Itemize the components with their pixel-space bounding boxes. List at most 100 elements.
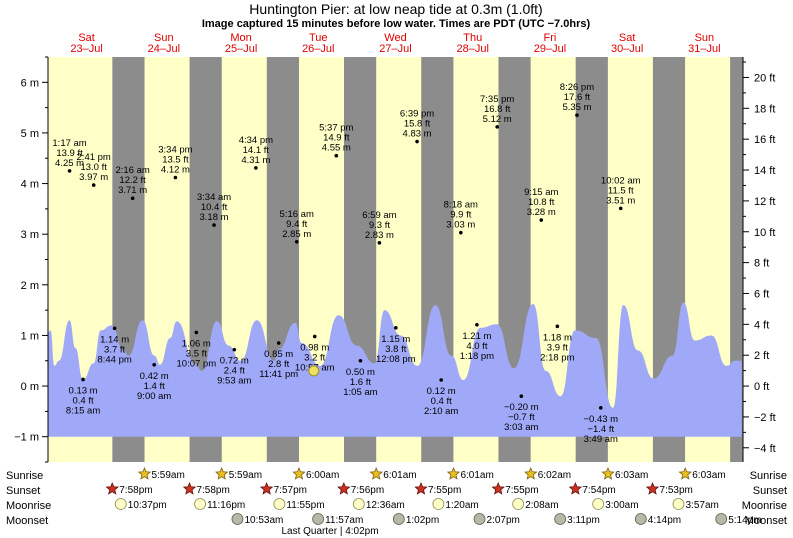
tide-label-line: 2.8 ft [268,359,289,370]
tide-label-line: 17.6 ft [564,92,591,103]
tide-label-line: 2.85 m [282,229,311,240]
tide-point [81,377,85,382]
tide-label-line: 8:44 pm [97,354,131,365]
day-date: 28–Jul [457,43,489,55]
day-date: 27–Jul [379,43,411,55]
left-tick-label: 1 m [21,330,39,342]
moonset-icon [634,513,647,525]
tide-label: 1.21 m4.0 ft1:18 pm [460,331,494,362]
tide-point [415,139,419,144]
tide-label-line: 9:00 am [137,391,171,402]
day-name: Sat [78,32,95,44]
tide-label-line: 0.72 m [220,356,249,367]
tide-label-line: 3.51 m [606,195,635,206]
tide-label-line: 5.12 m [483,114,512,125]
sunrise-time: 6:01am [383,470,416,481]
right-tick-label: 8 ft [754,258,769,270]
tide-label-line: 3.8 ft [385,344,406,355]
tide-point [173,175,178,180]
day-date: 30–Jul [611,43,643,55]
tide-label-line: 1.21 m [462,331,491,342]
tide-label-line: 3.9 ft [547,342,568,353]
chart-subtitle: Image captured 15 minutes before low wat… [202,18,591,30]
tide-label: 0.50 m1.6 ft1:05 am [343,367,377,398]
axes: −1 m 0 m 1 m 2 m 3 m 4 m 5 m 6 m −4 ft −2 ft 0 ft 2… [14,56,776,463]
tide-point [439,378,443,382]
sunrise-icon [215,466,229,480]
tide-label: 6:59 am9.3 ft2.83 m [362,210,396,241]
day-date: 26–Jul [302,43,334,55]
tide-label-line: 2:10 am [424,406,458,417]
row-label-moonset-left: Moonset [6,515,48,527]
tide-point [598,406,603,410]
moonrise-time: 11:55pm [286,500,324,511]
moonrise-time: 3:57am [685,500,718,511]
tide-label-line: −1.4 ft [587,424,614,435]
tide-point [130,196,135,201]
tide-label-line: 4.55 m [322,143,351,154]
sunset-time: 7:54pm [582,485,615,496]
moonset-time: 5:14pm [728,515,761,526]
sunset-time: 7:53pm [660,485,693,496]
tide-label-line: 3.28 m [527,207,556,218]
moonset-icon [554,513,567,525]
day-name: Tue [309,32,328,44]
tide-label-line: −0.7 ft [508,412,535,423]
tide-point [358,358,363,363]
sunset-time: 7:55pm [428,485,461,496]
tide-label-line: 6:39 pm [400,109,434,120]
row-label-moonrise-right: Moonrise [742,500,787,512]
tide-label-line: 1.14 m [100,334,129,345]
sunset-icon [414,481,428,495]
tide-label-line: 10.4 ft [201,202,228,213]
day-headers: Sat23–JulSun24–JulMon25–JulTue26–JulWed2… [70,32,720,55]
day-name: Mon [230,32,251,44]
sunrise-icon [601,466,615,480]
tide-label-line: 0.85 m [264,349,293,360]
tide-label-line: 3.03 m [446,220,475,231]
astro-rows: 5:59am 5:59am 6:00am 6:01am 6:01am 6:02am 6:03… [105,466,762,526]
tide-point [232,347,237,352]
sunset-icon [337,481,351,495]
moonrise-icon [512,498,525,510]
tide-point [91,183,96,187]
day-name: Wed [384,32,406,44]
tide-point [459,230,463,235]
left-tick-label: 0 m [21,381,39,393]
day-date: 25–Jul [225,43,257,55]
day-name: Sun [695,32,715,44]
day-name: Sun [154,32,174,44]
tide-label-line: 3.71 m [118,185,147,196]
day-name: Thu [463,32,482,44]
sunset-icon [105,481,120,495]
tide-label-line: 14.9 ft [323,133,350,144]
tide-point [495,125,499,129]
moonset-time: 3:11pm [567,515,600,526]
tide-label-line: 10:07 pm [177,358,217,369]
moon-phase-label: Last Quarter | 4:02pm [281,526,378,537]
tide-point [575,113,579,118]
moonrise-icon [672,498,685,510]
tide-label-line: 4.83 m [403,129,432,140]
tide-label-line: 16.8 ft [484,104,511,115]
tide-label-line: 0.13 m [69,385,98,396]
tide-label-line: 6:59 am [362,210,396,221]
moonrise-icon [273,498,286,510]
tide-label-line: 0.98 m [300,342,329,353]
right-tick-label: 14 ft [754,165,775,177]
right-tick-label: 4 ft [754,319,769,331]
left-tick-label: 6 m [21,77,39,89]
tide-label-line: 15.8 ft [404,119,431,130]
moonrise-icon [352,498,365,510]
tide-point [212,223,216,227]
tide-label-line: 3:03 am [504,422,538,433]
